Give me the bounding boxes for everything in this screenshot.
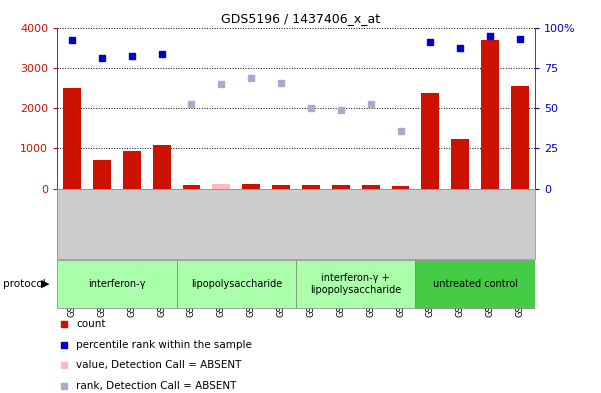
Text: GDS5196 / 1437406_x_at: GDS5196 / 1437406_x_at (221, 12, 380, 25)
Text: protocol: protocol (3, 279, 46, 289)
Bar (391, 186, 409, 189)
Bar (481, 40, 499, 189)
Bar (451, 139, 469, 189)
Bar (123, 151, 141, 189)
Text: lipopolysaccharide: lipopolysaccharide (191, 279, 282, 289)
Text: untreated control: untreated control (433, 279, 517, 289)
Text: rank, Detection Call = ABSENT: rank, Detection Call = ABSENT (76, 381, 237, 391)
Bar (511, 86, 529, 189)
Bar (63, 88, 81, 189)
Bar (93, 160, 111, 189)
Text: interferon-γ: interferon-γ (88, 279, 145, 289)
Text: interferon-γ +
lipopolysaccharide: interferon-γ + lipopolysaccharide (310, 273, 401, 295)
Bar (362, 185, 380, 189)
Bar (183, 185, 200, 189)
Bar (332, 185, 350, 189)
Bar (272, 185, 290, 189)
Text: ▶: ▶ (41, 279, 49, 289)
Bar (421, 93, 439, 189)
Text: count: count (76, 319, 106, 329)
Bar (415, 260, 535, 307)
Text: percentile rank within the sample: percentile rank within the sample (76, 340, 252, 350)
Bar (153, 145, 171, 189)
Text: value, Detection Call = ABSENT: value, Detection Call = ABSENT (76, 360, 242, 370)
Bar (302, 185, 320, 189)
Bar (296, 260, 415, 307)
Bar (177, 260, 296, 307)
Bar (242, 184, 260, 189)
Bar (212, 184, 230, 189)
Bar (57, 260, 177, 307)
